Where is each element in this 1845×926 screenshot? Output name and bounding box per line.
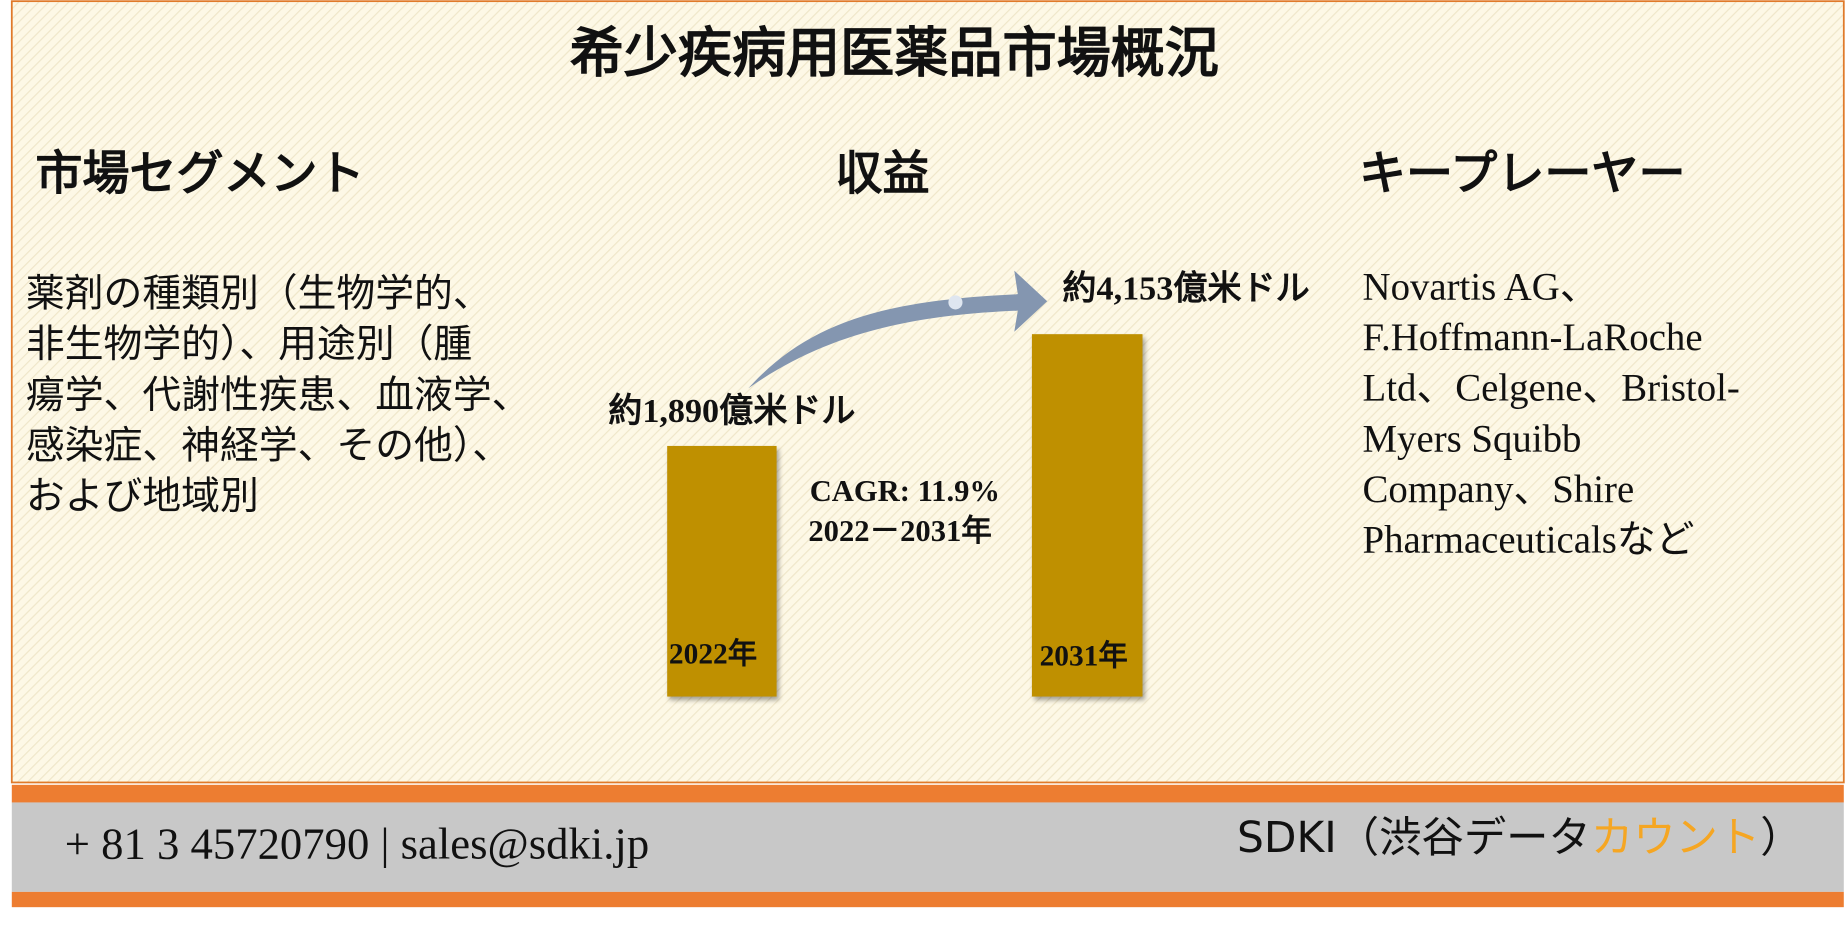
segments-line: 薬剤の種類別（生物学的、 [26, 273, 492, 316]
players-heading: キープレーヤー [1359, 149, 1686, 201]
players-line: Ltd、Celgene、Bristol- [1363, 367, 1740, 410]
growth-arrow [748, 270, 1048, 389]
segments-text: 薬剤の種類別（生物学的、 非生物学的）、用途別（腫 瘍学、代謝性疾患、血液学、 … [26, 273, 531, 518]
cagr: CAGR: 11.9% [810, 474, 1000, 508]
brand: SDKI（渋谷データカウント） [1237, 813, 1803, 862]
panel [10, 0, 1845, 784]
bar-2022 [667, 445, 777, 697]
arrow-dot [948, 295, 963, 310]
start-year: 2022年 [669, 637, 757, 670]
players-line: F.Hoffmann-LaRoche [1363, 316, 1703, 359]
bar-2031 [1031, 334, 1143, 697]
title: 希少疾病用医薬品市場概況 [570, 23, 1219, 83]
segments-line: 瘍学、代謝性疾患、血液学、 [26, 374, 531, 417]
players-line: Company、Shire [1363, 468, 1635, 511]
players-line: Myers Squibb [1363, 417, 1582, 460]
brand-highlight: カウント [1591, 813, 1760, 862]
contact: + 81 3 45720790 | sales@sdki.jp [65, 819, 649, 869]
cagr-period: 2022－2031年 [808, 514, 991, 548]
players-text: Novartis AG、 F.Hoffmann-LaRoche Ltd、Celg… [1363, 266, 1740, 562]
footer-stripe [11, 891, 1844, 908]
end-year: 2031年 [1040, 640, 1128, 673]
segments-line: および地域別 [26, 475, 259, 518]
segments-heading: 市場セグメント [35, 149, 364, 201]
brand-end: ） [1760, 813, 1802, 862]
footer-band [11, 802, 1844, 892]
footer-stripe [11, 784, 1844, 803]
segments-line: 感染症、神経学、その他）、 [26, 424, 511, 467]
players-line: Pharmaceuticalsなど [1363, 519, 1695, 562]
end-value: 約4,153億米ドル [1062, 270, 1309, 308]
start-value: 約1,890億米ドル [608, 392, 855, 430]
players-line: Novartis AG、 [1363, 266, 1599, 309]
brand-text: SDKI（渋谷データ [1237, 813, 1591, 862]
revenue-heading: 収益 [835, 149, 929, 201]
segments-line: 非生物学的）、用途別（腫 [26, 323, 472, 366]
